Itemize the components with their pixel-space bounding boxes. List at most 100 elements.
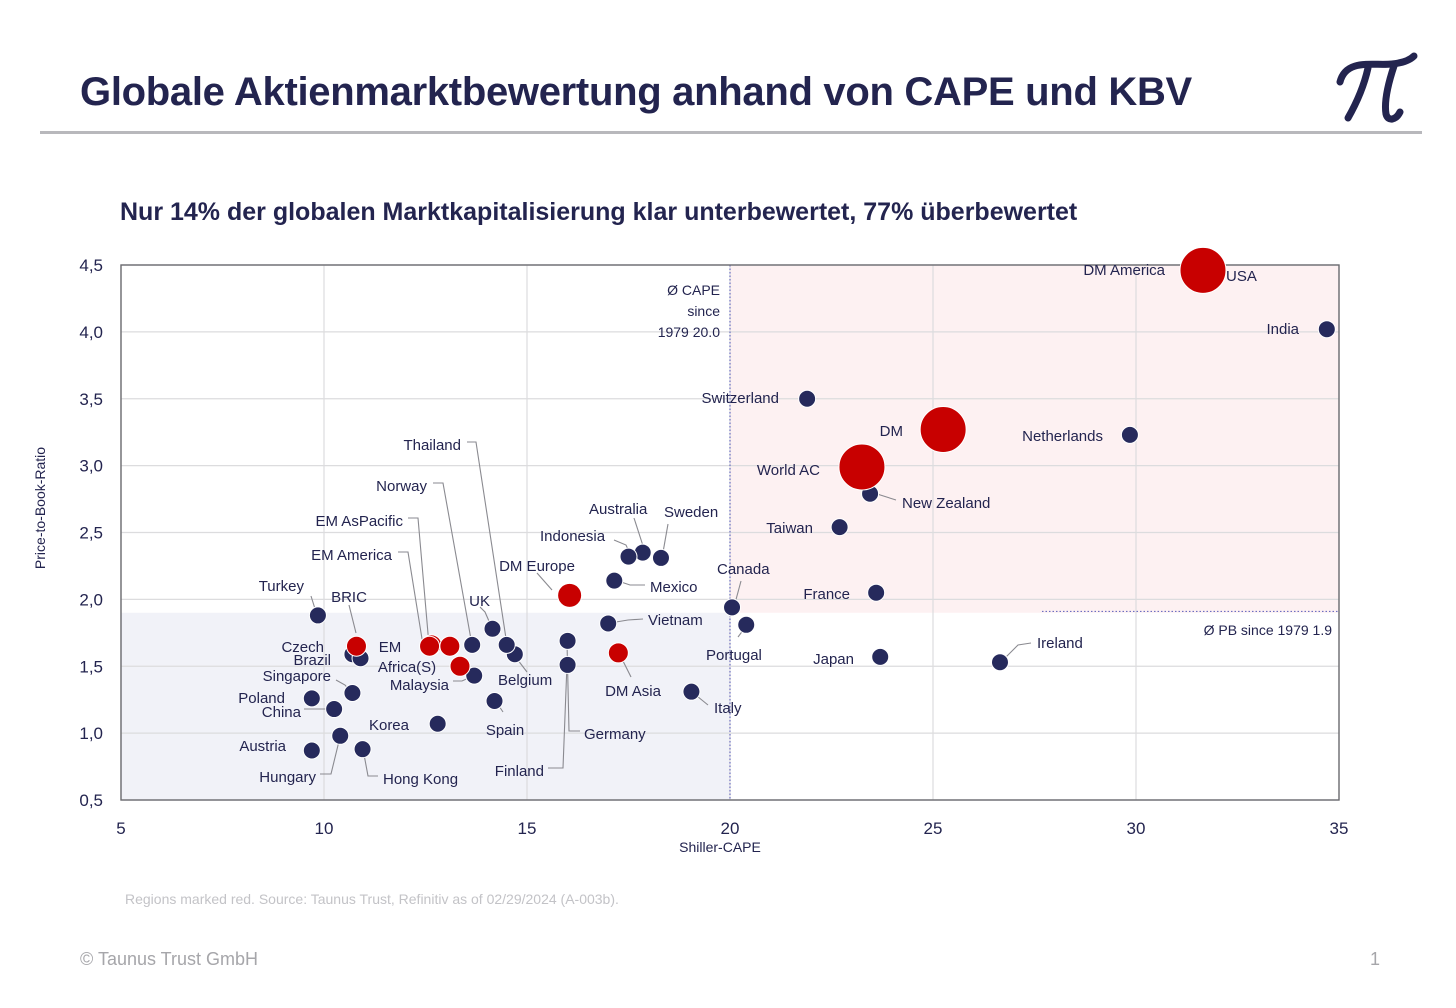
point-italy — [682, 682, 701, 701]
pi-logo-icon — [1336, 52, 1418, 123]
leader-bric — [348, 604, 357, 634]
point-hong-kong — [353, 740, 372, 759]
label-dm-america: DM America — [1083, 262, 1165, 279]
point-poland — [302, 689, 321, 708]
label-dm-asia: DM Asia — [605, 683, 662, 700]
label-australia: Australia — [589, 501, 648, 518]
point-switzerland — [798, 389, 817, 408]
leader-thailand — [467, 441, 508, 646]
title-divider — [40, 131, 1422, 134]
point-portugal — [737, 615, 756, 634]
label-hungary: Hungary — [259, 769, 316, 786]
point-turkey — [308, 606, 327, 625]
page-number: 1 — [1370, 949, 1381, 969]
y-tick-label: 4,0 — [79, 323, 103, 342]
label-switzerland: Switzerland — [701, 390, 779, 407]
label-malaysia: Malaysia — [390, 677, 450, 694]
x-tick-label: 35 — [1330, 819, 1349, 838]
label-sweden: Sweden — [664, 504, 718, 521]
x-tick-label: 30 — [1127, 819, 1146, 838]
y-tick-label: 1,0 — [79, 724, 103, 743]
point-africa-s — [449, 655, 471, 677]
label-mexico: Mexico — [650, 579, 698, 596]
label-canada: Canada — [717, 561, 770, 578]
chart-subtitle: Nur 14% der globalen Marktkapitalisierun… — [120, 198, 1078, 226]
leader-finland — [548, 663, 568, 769]
point-dm-america — [1179, 246, 1227, 294]
average-lines: Ø CAPE since 1979 20.0 Ø PB since 1979 1.9 — [658, 265, 1339, 800]
copyright-notice: © Taunus Trust GmbH — [80, 949, 258, 969]
source-footnote: Regions marked red. Source: Taunus Trust… — [125, 891, 619, 907]
label-em-america: EM America — [311, 547, 393, 564]
label-singapore: Singapore — [263, 668, 331, 685]
point-world-ac — [838, 443, 886, 491]
label-uk: UK — [469, 593, 490, 610]
point-taiwan — [830, 518, 849, 537]
point-japan — [871, 647, 890, 666]
point-singapore — [343, 684, 362, 702]
x-tick-label: 25 — [924, 819, 943, 838]
label-china: China — [262, 704, 302, 721]
y-tick-label: 4,5 — [79, 256, 103, 275]
x-tick-label: 15 — [518, 819, 537, 838]
label-finland: Finland — [495, 763, 544, 780]
leader-dm-europe — [536, 572, 553, 591]
leader-em-america — [398, 551, 424, 646]
point-france — [867, 583, 886, 602]
label-poland: Poland — [238, 690, 285, 707]
point-em-america — [439, 635, 461, 657]
leader-hong-kong — [362, 748, 378, 777]
axis-ticks: 5 10 15 20 25 30 35 0,5 1,0 1,5 2,0 2,5 3,0 3,5 4,0 4,5 — [79, 256, 1348, 838]
point-norway — [463, 635, 482, 654]
label-em-aspacific: EM AsPacific — [315, 513, 403, 530]
x-tick-label: 10 — [315, 819, 334, 838]
x-tick-label: 20 — [721, 819, 740, 838]
cape-average-label: Ø CAPE — [667, 282, 720, 298]
label-netherlands: Netherlands — [1022, 428, 1103, 445]
point-austria — [302, 741, 321, 760]
y-tick-label: 2,5 — [79, 524, 103, 543]
point-netherlands — [1120, 425, 1139, 444]
point-dm-europe — [557, 582, 583, 608]
point-sweden — [651, 548, 670, 567]
point-thailand — [497, 635, 516, 654]
leader-em-aspacific — [408, 517, 430, 646]
point-mexico — [605, 571, 624, 590]
label-hong-kong: Hong Kong — [383, 771, 458, 788]
label-germany: Germany — [584, 726, 646, 743]
point-korea — [428, 714, 447, 733]
point-uk — [483, 619, 502, 638]
label-dm: DM — [880, 423, 903, 440]
label-korea: Korea — [369, 717, 410, 734]
point-labels: India Netherlands Switzerland New Zealand Ta… — [238, 262, 1299, 788]
y-axis-title: Price-to-Book-Ratio — [32, 447, 48, 569]
page-title: Globale Aktienmarktbewertung anhand von … — [80, 70, 1192, 114]
label-norway: Norway — [376, 478, 427, 495]
label-portugal: Portugal — [706, 647, 762, 664]
y-tick-label: 0,5 — [79, 791, 103, 810]
label-japan: Japan — [813, 651, 854, 668]
point-india — [1317, 320, 1336, 339]
label-thailand: Thailand — [403, 437, 461, 454]
leader-hungary — [320, 736, 341, 775]
label-brazil: Brazil — [293, 652, 331, 669]
point-germany — [558, 631, 577, 650]
axis-titles: Shiller-CAPE Price-to-Book-Ratio — [32, 447, 761, 855]
label-czech: Czech — [281, 639, 324, 656]
y-tick-label: 3,5 — [79, 390, 103, 409]
point-china — [325, 700, 344, 719]
label-india: India — [1266, 321, 1299, 338]
label-belgium: Belgium — [498, 672, 552, 689]
label-usa: USA — [1226, 268, 1257, 285]
point-indonesia — [619, 547, 638, 566]
cape-average-label: since — [687, 303, 720, 319]
label-turkey: Turkey — [259, 578, 305, 595]
label-spain: Spain — [486, 722, 524, 739]
point-finland — [558, 655, 577, 674]
x-tick-label: 5 — [116, 819, 125, 838]
label-africa-s: Africa(S) — [378, 659, 436, 676]
point-vietnam — [599, 614, 618, 633]
y-tick-label: 2,0 — [79, 590, 103, 609]
label-taiwan: Taiwan — [766, 520, 813, 537]
